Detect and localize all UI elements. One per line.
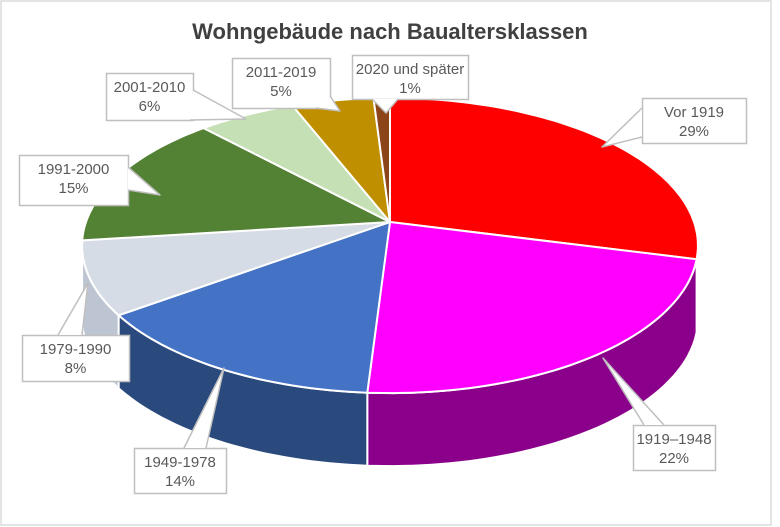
callout-pointer <box>602 357 665 426</box>
callout-value-label: 29% <box>679 123 709 140</box>
callout-2020-und-sp-ter: 2020 und später 1% <box>351 54 470 114</box>
callout-labels-layer: Vor 1919 29% 1919–1948 22% 1949-1978 14% 1979-… <box>18 54 748 495</box>
callout-pointer <box>601 107 643 148</box>
callout-value-label: 1% <box>399 80 421 97</box>
callout-category-label: 2020 und später <box>356 61 464 78</box>
callout-1919-1948: 1919–1948 22% <box>602 357 717 472</box>
callout-2001-2010: 2001-2010 6% <box>105 72 247 122</box>
pie-slice-1949-1978 <box>117 221 391 394</box>
callout-box <box>632 424 717 472</box>
callout-value-label: 6% <box>139 98 161 115</box>
callout-category-label: 2001-2010 <box>114 79 186 96</box>
callout-box <box>133 447 228 495</box>
callout-box <box>18 154 130 207</box>
callout-1991-2000: 1991-2000 15% <box>18 154 161 207</box>
callout-pointer <box>183 367 225 449</box>
callout-pointer <box>371 98 399 114</box>
chart-title: Wohngebäude nach Baualtersklassen <box>192 19 588 44</box>
callout-pointer <box>315 95 341 112</box>
callout-vor-1919: Vor 1919 29% <box>601 97 748 148</box>
callout-box <box>351 54 470 101</box>
callout-category-label: 1919–1948 <box>636 431 711 448</box>
callout-category-label: 1991-2000 <box>38 161 110 178</box>
callout-value-label: 22% <box>659 450 689 467</box>
callout-box <box>641 97 748 145</box>
callout-2011-2019: 2011-2019 5% <box>231 57 341 112</box>
callout-1979-1990: 1979-1990 8% <box>21 282 131 383</box>
pie-slices-layer <box>81 97 699 395</box>
callout-box <box>231 57 332 110</box>
callout-pointer <box>57 282 89 336</box>
callout-value-label: 15% <box>58 180 88 197</box>
callout-category-label: 2011-2019 <box>246 64 317 81</box>
callout-pointer <box>127 166 161 196</box>
callout-1949-1978: 1949-1978 14% <box>133 367 228 495</box>
pie-slice-1919-1948 <box>366 221 698 395</box>
callout-category-label: 1979-1990 <box>40 341 112 358</box>
callout-box <box>21 334 131 383</box>
callout-pointer <box>189 89 247 121</box>
callout-value-label: 5% <box>270 83 292 100</box>
pie-slice-1979-1990 <box>81 221 391 317</box>
callout-value-label: 14% <box>165 473 195 490</box>
callout-value-label: 8% <box>65 360 87 377</box>
callout-category-label: 1949-1978 <box>144 454 216 471</box>
callout-category-label: Vor 1919 <box>664 104 724 121</box>
